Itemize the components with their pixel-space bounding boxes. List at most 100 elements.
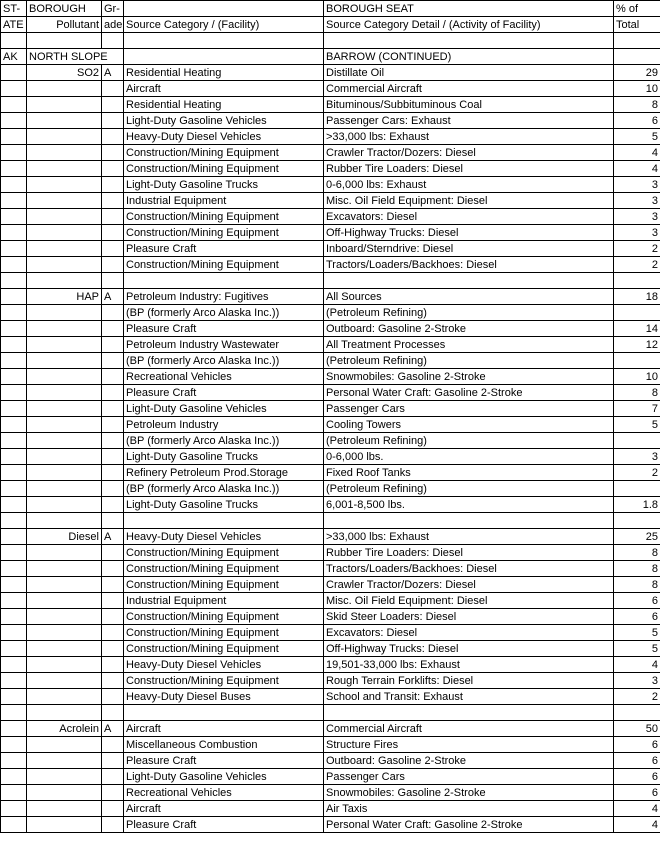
source-cell: Construction/Mining Equipment [124, 609, 324, 625]
seat-cell: BARROW (CONTINUED) [324, 49, 614, 65]
blank [102, 177, 124, 193]
detail-cell: Off-Highway Trucks: Diesel [324, 225, 614, 241]
source-cell: Light-Duty Gasoline Vehicles [124, 401, 324, 417]
pct-cell: 6 [614, 593, 660, 609]
detail-cell: Bituminous/Subbituminous Coal [324, 97, 614, 113]
state-cell [1, 641, 27, 657]
state-cell [1, 609, 27, 625]
blank [102, 305, 124, 321]
blank [102, 641, 124, 657]
blank [1, 273, 27, 289]
blank [102, 609, 124, 625]
pct-cell: 25 [614, 529, 660, 545]
pct-cell: 10 [614, 369, 660, 385]
blank [27, 753, 102, 769]
state-cell [1, 625, 27, 641]
pct-cell: 8 [614, 561, 660, 577]
blank [27, 257, 102, 273]
emissions-table: ST-BOROUGHGr-BOROUGH SEAT% ofATEPollutan… [0, 0, 660, 833]
pct-cell: 2 [614, 465, 660, 481]
state-cell [1, 321, 27, 337]
state-cell [1, 257, 27, 273]
blank [27, 417, 102, 433]
detail-cell: Outboard: Gasoline 2-Stroke [324, 321, 614, 337]
blank [27, 577, 102, 593]
source-cell: Aircraft [124, 721, 324, 737]
source-cell: Pleasure Craft [124, 817, 324, 833]
blank [102, 161, 124, 177]
state-cell [1, 545, 27, 561]
detail-cell: Snowmobiles: Gasoline 2-Stroke [324, 369, 614, 385]
blank [27, 449, 102, 465]
pct-cell: 6 [614, 737, 660, 753]
grade-cell: A [102, 721, 124, 737]
pct-cell: 3 [614, 209, 660, 225]
pct-cell: 1.8 [614, 497, 660, 513]
blank [102, 497, 124, 513]
blank [1, 705, 27, 721]
pct-cell: 3 [614, 193, 660, 209]
source-cell: Pleasure Craft [124, 753, 324, 769]
state-cell [1, 305, 27, 321]
blank [102, 385, 124, 401]
state-cell [1, 385, 27, 401]
pct-cell: 50 [614, 721, 660, 737]
state-cell [1, 481, 27, 497]
blank [27, 241, 102, 257]
state-cell [1, 65, 27, 81]
pct-cell: 6 [614, 609, 660, 625]
state-cell [1, 81, 27, 97]
pct-cell [614, 305, 660, 321]
blank [102, 737, 124, 753]
detail-cell: Air Taxis [324, 801, 614, 817]
blank [324, 273, 614, 289]
blank [27, 465, 102, 481]
grade-cell: A [102, 65, 124, 81]
detail-cell: All Treatment Processes [324, 337, 614, 353]
blank [102, 769, 124, 785]
state-cell [1, 673, 27, 689]
blank [102, 241, 124, 257]
state-cell [1, 529, 27, 545]
detail-cell: Excavators: Diesel [324, 209, 614, 225]
source-cell: Construction/Mining Equipment [124, 577, 324, 593]
detail-cell: Passenger Cars: Exhaust [324, 113, 614, 129]
source-cell: Light-Duty Gasoline Trucks [124, 177, 324, 193]
detail-cell: Personal Water Craft: Gasoline 2-Stroke [324, 817, 614, 833]
blank [102, 33, 124, 49]
detail-cell: (Petroleum Refining) [324, 481, 614, 497]
blank [614, 513, 660, 529]
blank [102, 689, 124, 705]
source-cell: Residential Heating [124, 65, 324, 81]
state-cell [1, 769, 27, 785]
source-cell: Residential Heating [124, 97, 324, 113]
blank [27, 673, 102, 689]
blank [102, 97, 124, 113]
source-cell: Heavy-Duty Diesel Vehicles [124, 129, 324, 145]
blank [102, 337, 124, 353]
blank [27, 385, 102, 401]
blank [102, 801, 124, 817]
state-cell [1, 689, 27, 705]
state-cell [1, 369, 27, 385]
blank [27, 593, 102, 609]
blank [27, 609, 102, 625]
blank [102, 225, 124, 241]
state-cell [1, 449, 27, 465]
state-cell [1, 161, 27, 177]
pct-cell: 6 [614, 113, 660, 129]
blank [1, 513, 27, 529]
blank [27, 353, 102, 369]
blank [324, 513, 614, 529]
detail-cell: Fixed Roof Tanks [324, 465, 614, 481]
hdr-borough: BOROUGH [27, 1, 102, 17]
source-cell: Industrial Equipment [124, 193, 324, 209]
blank [102, 129, 124, 145]
source-cell: Construction/Mining Equipment [124, 257, 324, 273]
pct-cell: 14 [614, 321, 660, 337]
pct-cell: 5 [614, 641, 660, 657]
state-cell [1, 145, 27, 161]
detail-cell: 0-6,000 lbs. [324, 449, 614, 465]
source-cell: Light-Duty Gasoline Trucks [124, 449, 324, 465]
pct-cell: 12 [614, 337, 660, 353]
